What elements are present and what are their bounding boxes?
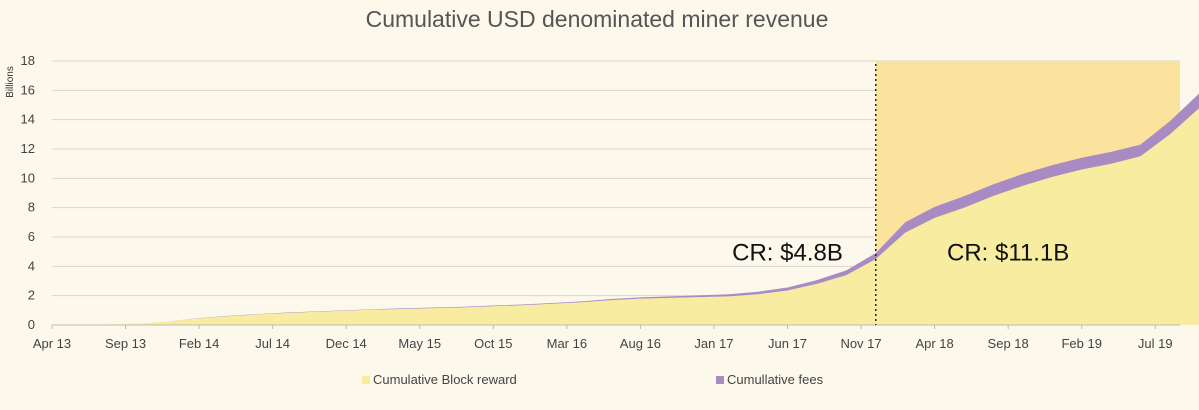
series-areas: [52, 93, 1199, 325]
x-tick-label: Jun 17: [768, 336, 807, 351]
chart-title: Cumulative USD denominated miner revenue: [366, 6, 829, 32]
annotations: CR: $4.8B CR: $11.1B: [732, 240, 1069, 267]
x-tick-label: Sep 18: [988, 336, 1029, 351]
legend-swatch-1: [716, 376, 724, 384]
x-tick-label: Apr 18: [915, 336, 953, 351]
series-area-0: [52, 108, 1199, 325]
legend-label-0: Cumulative Block reward: [373, 372, 517, 387]
y-tick-label: 6: [28, 229, 35, 244]
y-tick-label: 12: [21, 141, 35, 156]
y-tick-label: 18: [21, 53, 35, 68]
legend-swatch-0: [362, 376, 370, 384]
x-tick-label: Oct 15: [474, 336, 512, 351]
x-tick-label: Dec 14: [326, 336, 367, 351]
legend: Cumulative Block reward Cumullative fees: [362, 372, 824, 387]
y-tick-label: 10: [21, 170, 35, 185]
legend-label-1: Cumullative fees: [727, 372, 824, 387]
x-tick-label: Jul 19: [1138, 336, 1173, 351]
y-tick-label: 8: [28, 200, 35, 215]
x-tick-label: Jul 14: [255, 336, 290, 351]
x-tick-label: Apr 13: [33, 336, 71, 351]
y-tick-label: 2: [28, 288, 35, 303]
x-tick-label: Aug 16: [620, 336, 661, 351]
annotation-1: CR: $11.1B: [947, 240, 1069, 267]
y-tick-label: 16: [21, 82, 35, 97]
axes: Apr 13 Sep 13 Feb 14 Jul 14 Dec 14 May 15 Oct …: [33, 324, 1180, 351]
x-tick-label: Mar 16: [547, 336, 587, 351]
y-tick-label: 0: [28, 317, 35, 332]
y-axis-label: Billions: [5, 66, 16, 98]
y-tick-label: 14: [21, 112, 35, 127]
x-tick-label: Feb 14: [179, 336, 219, 351]
x-tick-label: May 15: [398, 336, 441, 351]
y-tick-label: 4: [28, 258, 35, 273]
x-tick-label: Nov 17: [840, 336, 881, 351]
x-tick-label: Jan 17: [694, 336, 733, 351]
annotation-0: CR: $4.8B: [732, 240, 843, 267]
x-tick-label: Feb 19: [1061, 336, 1101, 351]
x-tick-label: Sep 13: [105, 336, 146, 351]
